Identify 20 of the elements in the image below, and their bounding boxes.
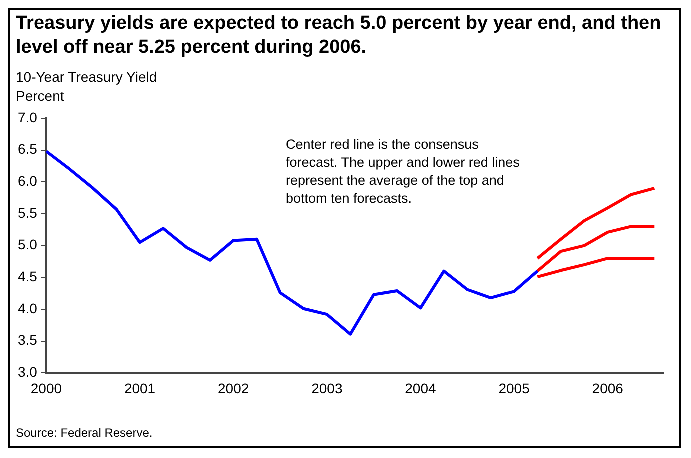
x-tick-label: 2002 [218,380,250,396]
y-tick-label: 3.0 [18,364,38,380]
y-tick-label: 7.0 [18,109,38,126]
y-tick-label: 4.0 [18,300,38,316]
y-tick-label: 5.5 [18,204,38,221]
x-tick-label: 2004 [405,380,437,396]
y-axis-title: 10-Year Treasury Yield Percent [16,68,158,106]
y-tick-label: 3.5 [18,332,38,348]
x-tick-label: 2006 [592,380,624,396]
y-tick-label: 5.0 [18,236,38,253]
x-tick-label: 2003 [312,380,343,396]
y-tick-label: 6.5 [18,141,38,158]
chart-title: Treasury yields are expected to reach 5.0 percent by year end, and then level off near 5.25 percent during 2006. [16,12,662,60]
source-note: Source: Federal Reserve. [16,426,153,440]
x-tick-label: 2001 [124,380,156,396]
annotation: Center red line is the consensus forecast. The upper and lower red lines represent the average of the top and bottom ten forecasts. [286,136,521,208]
y-tick-label: 4.5 [18,268,38,285]
x-tick-label: 2000 [30,380,62,396]
x-tick-label: 2005 [498,380,530,396]
y-tick-label: 6.0 [18,172,38,189]
